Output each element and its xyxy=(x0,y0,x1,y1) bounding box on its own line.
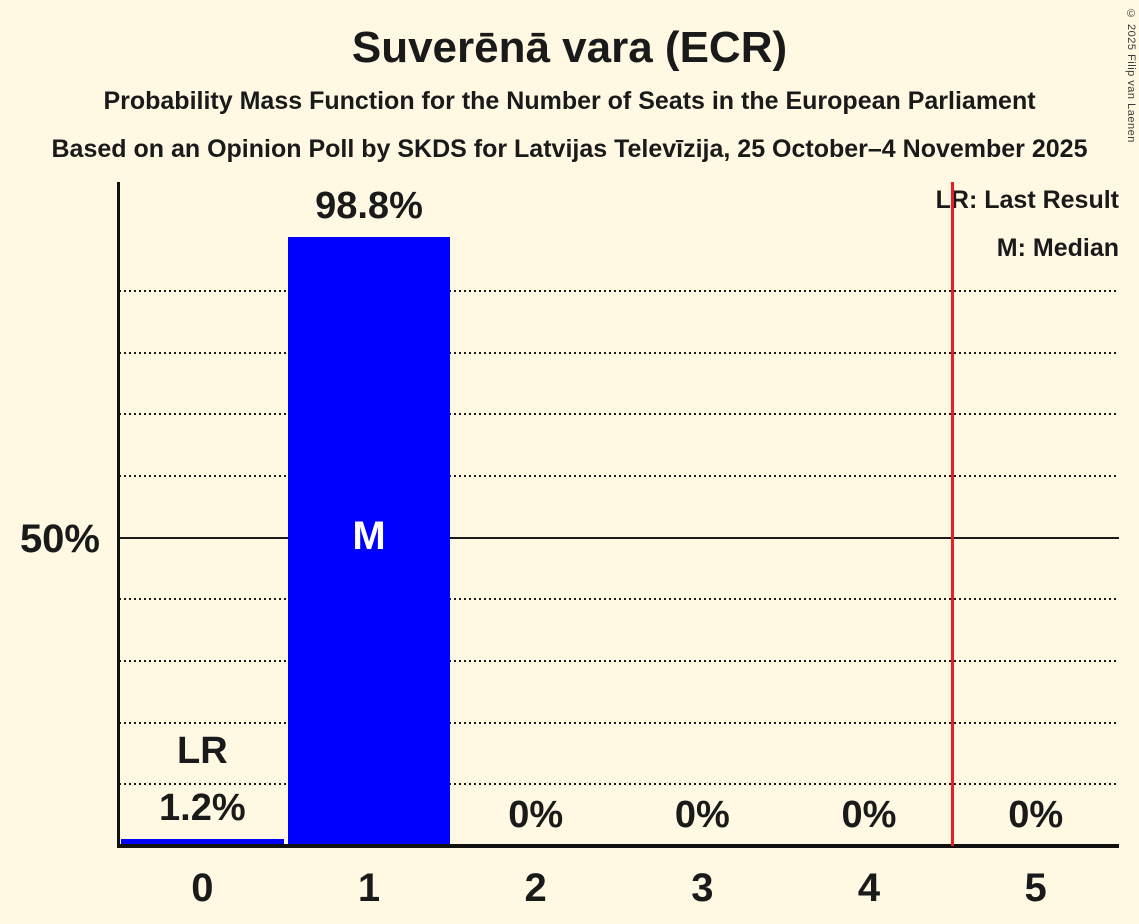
median-marker: M xyxy=(352,514,386,559)
copyright-notice: © 2025 Filip van Laenen xyxy=(1125,8,1137,143)
majority-threshold-line xyxy=(950,182,954,846)
last-result-marker: LR xyxy=(177,729,228,772)
x-tick-label-0: 0 xyxy=(191,866,214,910)
bar-value-label-1: 98.8% xyxy=(315,184,423,227)
chart-title: Suverēnā vara (ECR) xyxy=(351,23,788,72)
gridline-80pct xyxy=(119,351,1119,354)
x-tick-label-3: 3 xyxy=(691,866,714,910)
x-tick-label-2: 2 xyxy=(524,866,547,910)
x-tick-label-5: 5 xyxy=(1024,866,1047,910)
gridline-50pct xyxy=(119,536,1119,539)
x-tick-label-1: 1 xyxy=(357,866,381,910)
x-axis-line xyxy=(117,844,1119,848)
x-tick-label-4: 4 xyxy=(857,866,881,910)
bar-value-label-5: 0% xyxy=(1008,794,1064,836)
y-axis-line xyxy=(117,182,120,848)
gridline-70pct xyxy=(119,413,1119,416)
gridline-20pct xyxy=(119,721,1119,724)
chart-source-line: Based on an Opinion Poll by SKDS for Lat… xyxy=(51,135,1088,163)
legend-median: M: Median xyxy=(996,234,1119,262)
gridline-10pct xyxy=(119,783,1119,786)
gridline-60pct xyxy=(119,475,1119,478)
bar-seats-1 xyxy=(287,236,451,846)
gridline-90pct xyxy=(119,290,1119,293)
plot-area: 1.2% LR 98.8% M 0% 0% 0% 0% xyxy=(117,182,1119,848)
y-axis-label-50: 50% xyxy=(19,517,100,561)
legend-last-result: LR: Last Result xyxy=(935,186,1119,214)
gridline-30pct xyxy=(119,660,1119,663)
bar-value-label-4: 0% xyxy=(841,794,897,836)
bar-value-label-2: 0% xyxy=(508,794,564,836)
bar-seats-0 xyxy=(121,838,284,846)
gridline-40pct xyxy=(119,598,1119,601)
bar-value-label-3: 0% xyxy=(674,794,730,836)
bar-value-label-0: 1.2% xyxy=(159,786,246,829)
chart-subtitle: Probability Mass Function for the Number… xyxy=(103,87,1036,115)
